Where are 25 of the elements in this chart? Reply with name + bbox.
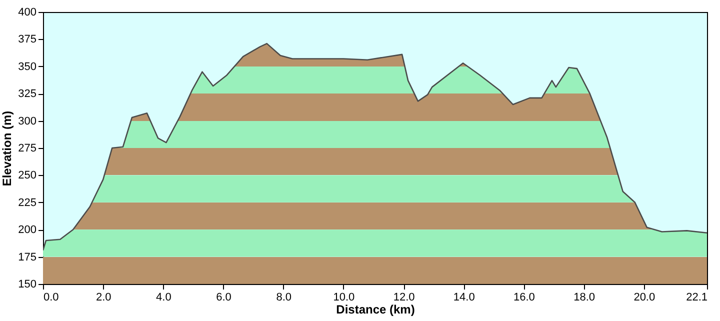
x-tick-label: 0.0 (44, 292, 59, 304)
y-tick-label: 175 (18, 251, 36, 264)
x-tick-label: 16.0 (514, 292, 535, 304)
y-tick-label: 225 (18, 196, 36, 209)
x-tick-label: 4.0 (156, 292, 172, 304)
y-tick-label: 250 (18, 170, 36, 182)
x-tick-label: 8.0 (276, 292, 292, 304)
y-tick-label: 275 (18, 142, 36, 154)
y-tick-label: 200 (18, 224, 36, 236)
y-tick-label: 325 (18, 88, 36, 100)
x-axis-title: Distance (km) (336, 302, 415, 316)
y-tick-label: 300 (18, 115, 36, 128)
y-axis-title: Elevation (m) (0, 110, 14, 186)
x-tick-label: 22.1 (686, 292, 708, 304)
x-tick-label: 10.0 (333, 292, 355, 304)
x-tick-label: 2.0 (96, 292, 112, 304)
x-tick-label: 14.0 (453, 292, 475, 304)
y-tick-label: 400 (18, 6, 36, 18)
x-tick-label: 18.0 (574, 292, 596, 304)
x-tick-label: 6.0 (216, 292, 232, 304)
x-tick-label: 12.0 (393, 292, 415, 304)
y-tick-label: 375 (18, 34, 36, 46)
y-tick-label: 150 (18, 278, 36, 290)
x-tick-label: 20.0 (634, 292, 656, 304)
y-tick-label: 350 (18, 60, 36, 73)
